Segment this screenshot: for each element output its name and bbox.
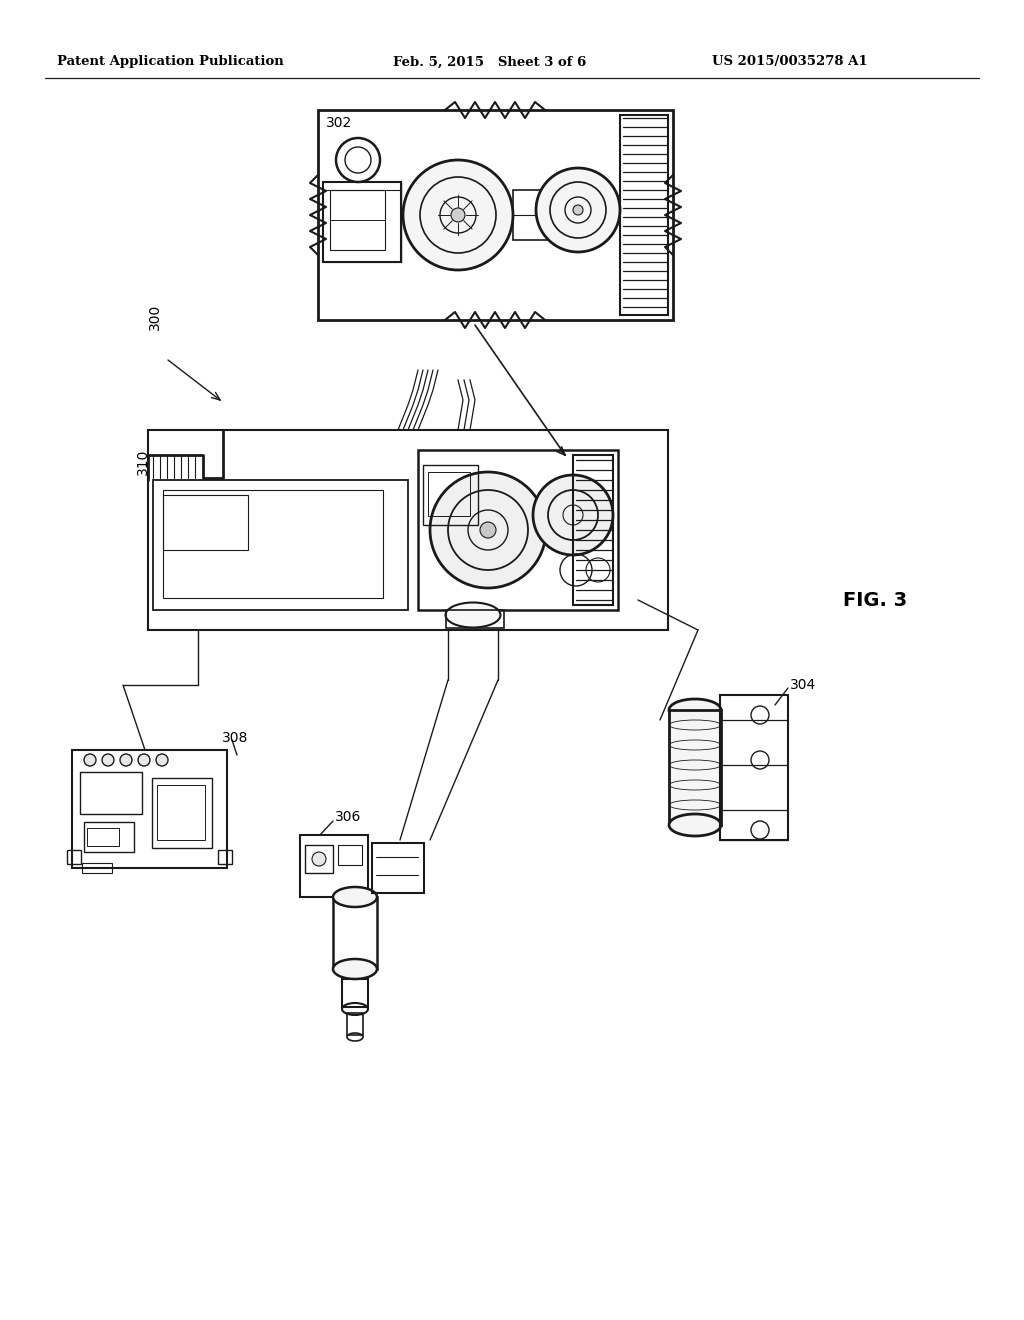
Text: 308: 308 — [222, 731, 249, 744]
Bar — [418, 450, 618, 610]
Circle shape — [536, 168, 620, 252]
Ellipse shape — [333, 960, 377, 979]
Bar — [67, 850, 81, 865]
Text: 306: 306 — [335, 810, 361, 824]
Bar — [428, 473, 470, 516]
Bar — [513, 190, 551, 240]
Bar — [163, 490, 383, 598]
Bar — [323, 182, 401, 261]
Text: FIG. 3: FIG. 3 — [843, 590, 907, 610]
Circle shape — [312, 851, 326, 866]
Bar — [152, 777, 212, 847]
Circle shape — [480, 521, 496, 539]
Text: 302: 302 — [326, 116, 352, 129]
Ellipse shape — [669, 700, 721, 721]
Circle shape — [138, 754, 150, 766]
Bar — [423, 465, 478, 525]
Circle shape — [102, 754, 114, 766]
Ellipse shape — [445, 602, 501, 627]
Circle shape — [534, 475, 613, 554]
Circle shape — [430, 473, 546, 587]
Circle shape — [120, 754, 132, 766]
Bar — [318, 110, 673, 319]
Bar — [84, 822, 134, 851]
Bar — [669, 710, 721, 825]
Circle shape — [403, 160, 513, 271]
Bar — [372, 843, 424, 894]
Circle shape — [156, 754, 168, 766]
Bar — [573, 455, 613, 605]
Bar — [80, 772, 142, 814]
Bar — [446, 610, 504, 628]
Text: 310: 310 — [136, 449, 150, 475]
Bar — [338, 845, 362, 865]
Bar — [347, 1012, 362, 1035]
Text: US 2015/0035278 A1: US 2015/0035278 A1 — [712, 55, 867, 69]
Text: 300: 300 — [148, 304, 162, 330]
Bar — [153, 480, 408, 610]
Bar — [218, 850, 232, 865]
Bar — [720, 696, 788, 840]
Text: Patent Application Publication: Patent Application Publication — [56, 55, 284, 69]
Bar — [620, 115, 668, 315]
Bar — [333, 898, 377, 969]
Bar — [300, 836, 368, 898]
Bar — [342, 979, 368, 1007]
Ellipse shape — [669, 814, 721, 836]
Ellipse shape — [333, 887, 377, 907]
Bar — [87, 828, 119, 846]
Bar — [82, 863, 112, 873]
Text: 304: 304 — [790, 678, 816, 692]
Circle shape — [573, 205, 583, 215]
Bar — [72, 750, 227, 869]
Circle shape — [84, 754, 96, 766]
Text: Feb. 5, 2015   Sheet 3 of 6: Feb. 5, 2015 Sheet 3 of 6 — [393, 55, 587, 69]
Bar — [305, 845, 333, 873]
Bar — [163, 495, 248, 550]
Bar — [157, 785, 205, 840]
Bar — [148, 430, 668, 630]
Bar — [330, 190, 385, 249]
Circle shape — [451, 209, 465, 222]
